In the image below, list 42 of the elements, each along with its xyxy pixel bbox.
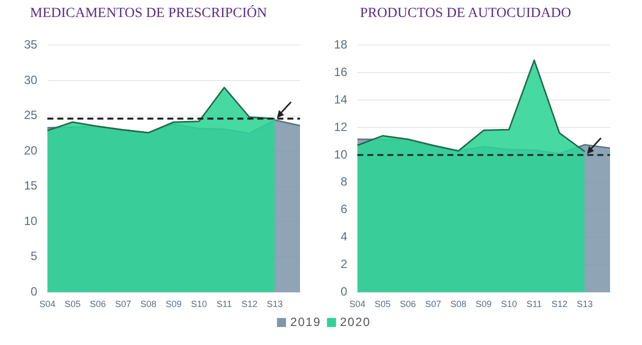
y-tick-label: 18 (334, 38, 348, 52)
x-tick-label: S04 (349, 299, 366, 310)
y-tick-label: 16 (334, 64, 348, 79)
x-tick-label: S05 (64, 299, 81, 310)
y-tick-label: 2 (340, 257, 348, 272)
x-tick-label: S13 (266, 299, 283, 310)
x-tick-label: S05 (374, 299, 391, 310)
x-tick-label: S04 (39, 299, 56, 310)
x-tick-label: S08 (140, 299, 156, 310)
y-tick-label: 12 (334, 120, 348, 134)
x-tick-label: S06 (90, 299, 106, 310)
x-tick-label: S09 (166, 299, 182, 310)
x-tick-label: S08 (450, 299, 466, 310)
x-tick-label: S07 (115, 299, 132, 310)
chart-title: MEDICAMENTOS DE PRESCRIPCIÓN (30, 6, 267, 22)
y-tick-label: 20 (24, 143, 38, 158)
x-tick-label: S10 (500, 299, 517, 310)
y-tick-label: 0 (30, 284, 38, 299)
y-tick-label: 5 (30, 249, 38, 264)
y-tick-label: 30 (24, 72, 38, 87)
x-tick-label: S11 (526, 299, 542, 310)
y-tick-label: 6 (340, 202, 348, 216)
x-tick-label: S12 (551, 299, 568, 310)
y-tick-label: 4 (340, 230, 348, 244)
y-tick-label: 10 (334, 147, 348, 162)
y-tick-label: 15 (24, 178, 38, 193)
legend-label: 2020 (340, 315, 371, 329)
y-tick-label: 10 (24, 214, 38, 228)
y-tick-label: 25 (24, 108, 38, 122)
y-tick-label: 8 (340, 174, 348, 189)
x-tick-label: S09 (476, 299, 492, 310)
legend-label: 2019 (290, 315, 321, 329)
x-tick-label: S06 (400, 299, 416, 310)
x-tick-label: S07 (425, 299, 442, 310)
chart-title: PRODUCTOS DE AUTOCUIDADO (360, 6, 572, 22)
x-tick-label: S13 (576, 299, 593, 310)
y-tick-label: 0 (340, 284, 348, 299)
x-tick-label: S10 (190, 299, 207, 310)
y-tick-label: 35 (24, 38, 38, 52)
y-tick-label: 14 (334, 92, 348, 106)
x-tick-label: S12 (241, 299, 258, 310)
x-tick-label: S11 (216, 299, 232, 310)
